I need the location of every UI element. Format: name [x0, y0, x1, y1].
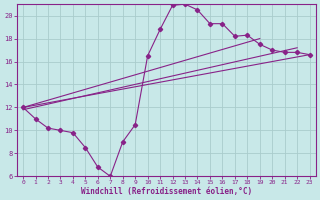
X-axis label: Windchill (Refroidissement éolien,°C): Windchill (Refroidissement éolien,°C): [81, 187, 252, 196]
